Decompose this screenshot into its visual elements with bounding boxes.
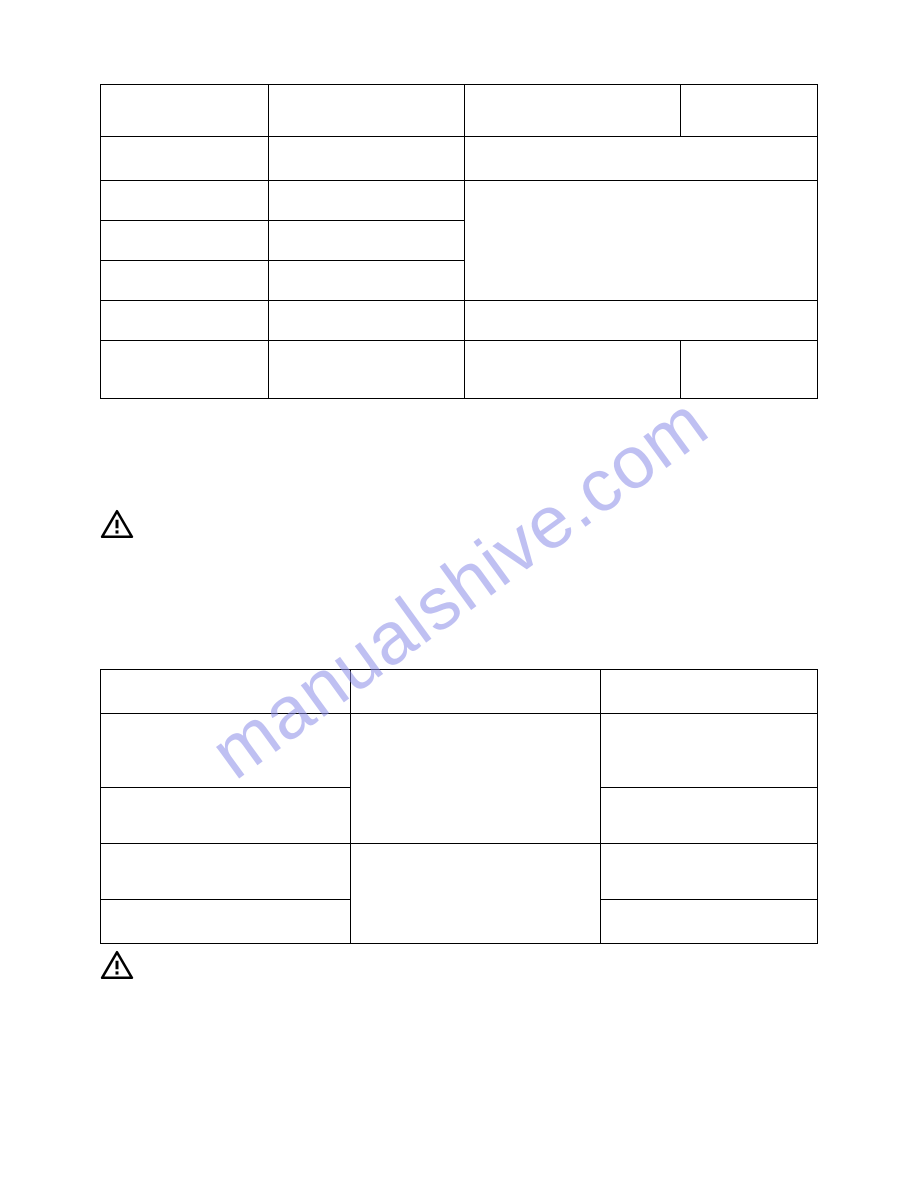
table-row bbox=[101, 85, 818, 137]
cell bbox=[101, 900, 351, 944]
table-row bbox=[101, 301, 818, 341]
cell bbox=[601, 900, 818, 944]
cell bbox=[269, 181, 465, 221]
cell bbox=[101, 301, 269, 341]
cell bbox=[269, 341, 465, 399]
cell bbox=[465, 341, 681, 399]
cell bbox=[101, 844, 351, 900]
cell bbox=[681, 85, 818, 137]
table-row bbox=[101, 341, 818, 399]
cell bbox=[269, 301, 465, 341]
cell bbox=[601, 714, 818, 788]
cell bbox=[101, 181, 269, 221]
cell bbox=[681, 341, 818, 399]
cell bbox=[465, 137, 818, 181]
cell bbox=[101, 261, 269, 301]
cell bbox=[101, 670, 351, 714]
cell bbox=[601, 788, 818, 844]
cell bbox=[101, 221, 269, 261]
cell bbox=[101, 341, 269, 399]
cell bbox=[269, 221, 465, 261]
cell-merged bbox=[351, 844, 601, 944]
cell bbox=[269, 137, 465, 181]
warning-icon bbox=[100, 950, 818, 980]
cell-merged bbox=[351, 714, 601, 844]
spec-table-1 bbox=[100, 84, 818, 399]
table-row bbox=[101, 714, 818, 788]
warning-icon bbox=[100, 509, 818, 539]
warning-icon-block-1 bbox=[100, 509, 818, 539]
cell bbox=[601, 670, 818, 714]
table-row bbox=[101, 844, 818, 900]
cell-merged bbox=[465, 181, 818, 301]
cell bbox=[101, 714, 351, 788]
cell bbox=[269, 261, 465, 301]
cell bbox=[101, 85, 269, 137]
cell bbox=[465, 85, 681, 137]
cell bbox=[351, 670, 601, 714]
warning-icon-block-2 bbox=[100, 950, 818, 980]
table-row bbox=[101, 137, 818, 181]
cell bbox=[101, 788, 351, 844]
cell bbox=[269, 85, 465, 137]
cell bbox=[101, 137, 269, 181]
spec-table-2 bbox=[100, 669, 818, 944]
table-row bbox=[101, 181, 818, 221]
cell bbox=[465, 301, 818, 341]
cell bbox=[601, 844, 818, 900]
table-row bbox=[101, 670, 818, 714]
